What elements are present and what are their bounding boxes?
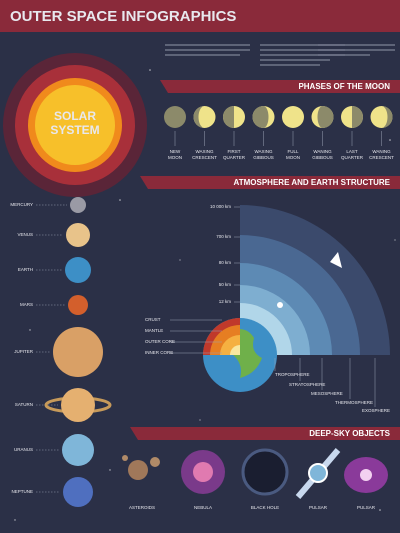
planet: [62, 434, 94, 466]
phase-label: QUARTER: [223, 155, 246, 160]
nebula-core: [193, 462, 213, 482]
moon-shadow: [317, 106, 334, 128]
phase-label: GIBBOUS: [312, 155, 333, 160]
planet: [66, 223, 90, 247]
section-title: ATMOSPHERE AND EARTH STRUCTURE: [234, 178, 391, 187]
stars: [14, 69, 396, 521]
banner: [130, 427, 400, 440]
intro-text: [165, 44, 395, 66]
leader-lines: [234, 206, 240, 303]
phase-label: FULL: [287, 149, 299, 154]
section-title: DEEP-SKY OBJECTS: [309, 429, 390, 438]
asteroid: [128, 460, 148, 480]
moon: [282, 106, 304, 128]
object-label: ASTEROIDS: [129, 505, 155, 510]
planet: [70, 197, 86, 213]
moon-shadow: [352, 106, 363, 128]
planet: [63, 477, 93, 507]
atmosphere-layer-label: THERMOSPHERE: [335, 400, 373, 405]
moon-shadow: [193, 106, 205, 128]
atmosphere-labels: 10 000 km 700 km 80 km 50 km 12 km CRUST MANTL…: [145, 204, 390, 413]
atmosphere-diagram: [203, 205, 390, 392]
atmosphere-layer-label: EXOSPHERE: [362, 408, 390, 413]
phase-label: MOON: [168, 155, 182, 160]
asteroid: [122, 455, 128, 461]
atmosphere-layer-label: MESOSPHERE: [311, 391, 343, 396]
object-label: PULSAR: [357, 505, 376, 510]
section-title: PHASES OF THE MOON: [298, 82, 390, 91]
phase-label: WANING: [372, 149, 391, 154]
phase-label: FIRST: [228, 149, 241, 154]
generated: MERCURY VENUS EARTH MARS JUPITER SATURN URANUS…: [10, 106, 394, 510]
sun: [35, 85, 115, 165]
quasar-core: [360, 469, 372, 481]
planet-label: MARS: [20, 302, 33, 307]
planet-label: NEPTUNE: [11, 489, 33, 494]
altitude-label: 10 000 km: [210, 204, 231, 209]
planet-label: VENUS: [17, 232, 33, 237]
object-label: NEBULA: [194, 505, 212, 510]
planet: [61, 388, 95, 422]
phase-label: NEW: [170, 149, 181, 154]
altitude-label: 700 km: [216, 234, 231, 239]
moon-shadow: [223, 106, 234, 128]
phase-label: WAXING: [254, 149, 273, 154]
object-label: PULSAR: [309, 505, 328, 510]
phase-label: MOON: [286, 155, 300, 160]
phase-label: WAXING: [195, 149, 214, 154]
phase-label: CRESCENT: [369, 155, 394, 160]
moon: [164, 106, 186, 128]
moon-shadow: [252, 106, 269, 128]
asteroid: [150, 457, 160, 467]
phase-label: GIBBOUS: [253, 155, 274, 160]
planet-label: EARTH: [18, 267, 33, 272]
planet-label: MERCURY: [10, 202, 33, 207]
phase-label: LAST: [346, 149, 358, 154]
planet: [65, 257, 91, 283]
planet-label: URANUS: [14, 447, 33, 452]
atmosphere-layer-label: STRATOSPHERE: [289, 382, 325, 387]
moon-shadow: [381, 106, 393, 128]
sun-label: SYSTEM: [50, 123, 99, 137]
planet: [53, 327, 103, 377]
earth-layer-label: INNER CORE: [145, 350, 173, 355]
planet-label: JUPITER: [14, 349, 34, 354]
altitude-label: 50 km: [219, 282, 232, 287]
black-hole: [241, 448, 289, 496]
banner: [140, 176, 400, 189]
sun-label: SOLAR: [54, 109, 96, 123]
altitude-label: 80 km: [219, 260, 232, 265]
phase-label: CRESCENT: [192, 155, 217, 160]
planet: [68, 295, 88, 315]
header-band: [0, 0, 400, 32]
phase-label: WANING: [313, 149, 332, 154]
earth-layer-label: MANTLE: [145, 328, 163, 333]
earth-layer-label: CRUST: [145, 317, 161, 322]
pulsar: [308, 463, 328, 483]
phase-label: QUARTER: [341, 155, 364, 160]
altitude-label: 12 km: [219, 299, 232, 304]
object-label: BLACK HOLE: [251, 505, 279, 510]
title: OUTER SPACE INFOGRAPHICS: [10, 8, 236, 25]
earth-layer-label: OUTER CORE: [145, 339, 175, 344]
planet-label: SATURN: [15, 402, 33, 407]
banner: [160, 80, 400, 93]
atmosphere-layer-label: TROPOSPHERE: [275, 372, 310, 377]
